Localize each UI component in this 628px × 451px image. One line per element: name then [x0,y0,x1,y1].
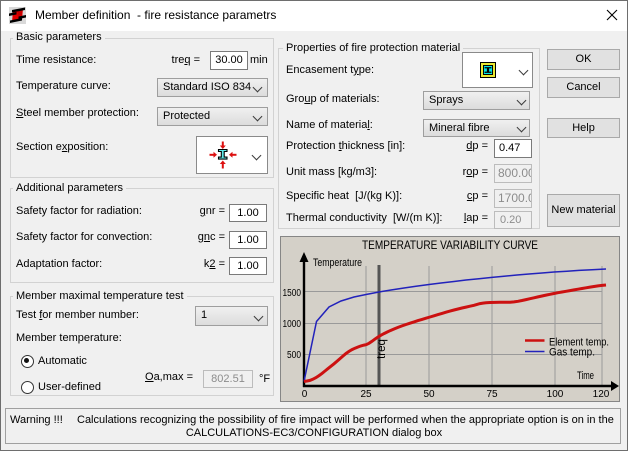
svg-text:500: 500 [287,350,301,361]
svg-text:TEMPERATURE VARIABILITY CURVE: TEMPERATURE VARIABILITY CURVE [362,240,538,252]
svg-text:0: 0 [302,389,308,400]
svg-text:75: 75 [486,389,498,400]
svg-text:Gas temp.: Gas temp. [549,347,595,359]
svg-text:100: 100 [547,389,564,400]
svg-text:120: 120 [593,389,610,400]
svg-text:Temperature: Temperature [313,257,362,269]
svg-text:1000: 1000 [283,319,302,330]
svg-text:1500: 1500 [283,288,302,299]
svg-text:treq: treq [376,339,388,359]
svg-text:50: 50 [423,389,435,400]
svg-text:25: 25 [360,389,372,400]
svg-text:Time: Time [577,370,594,382]
svg-text:Element temp.: Element temp. [549,337,609,349]
